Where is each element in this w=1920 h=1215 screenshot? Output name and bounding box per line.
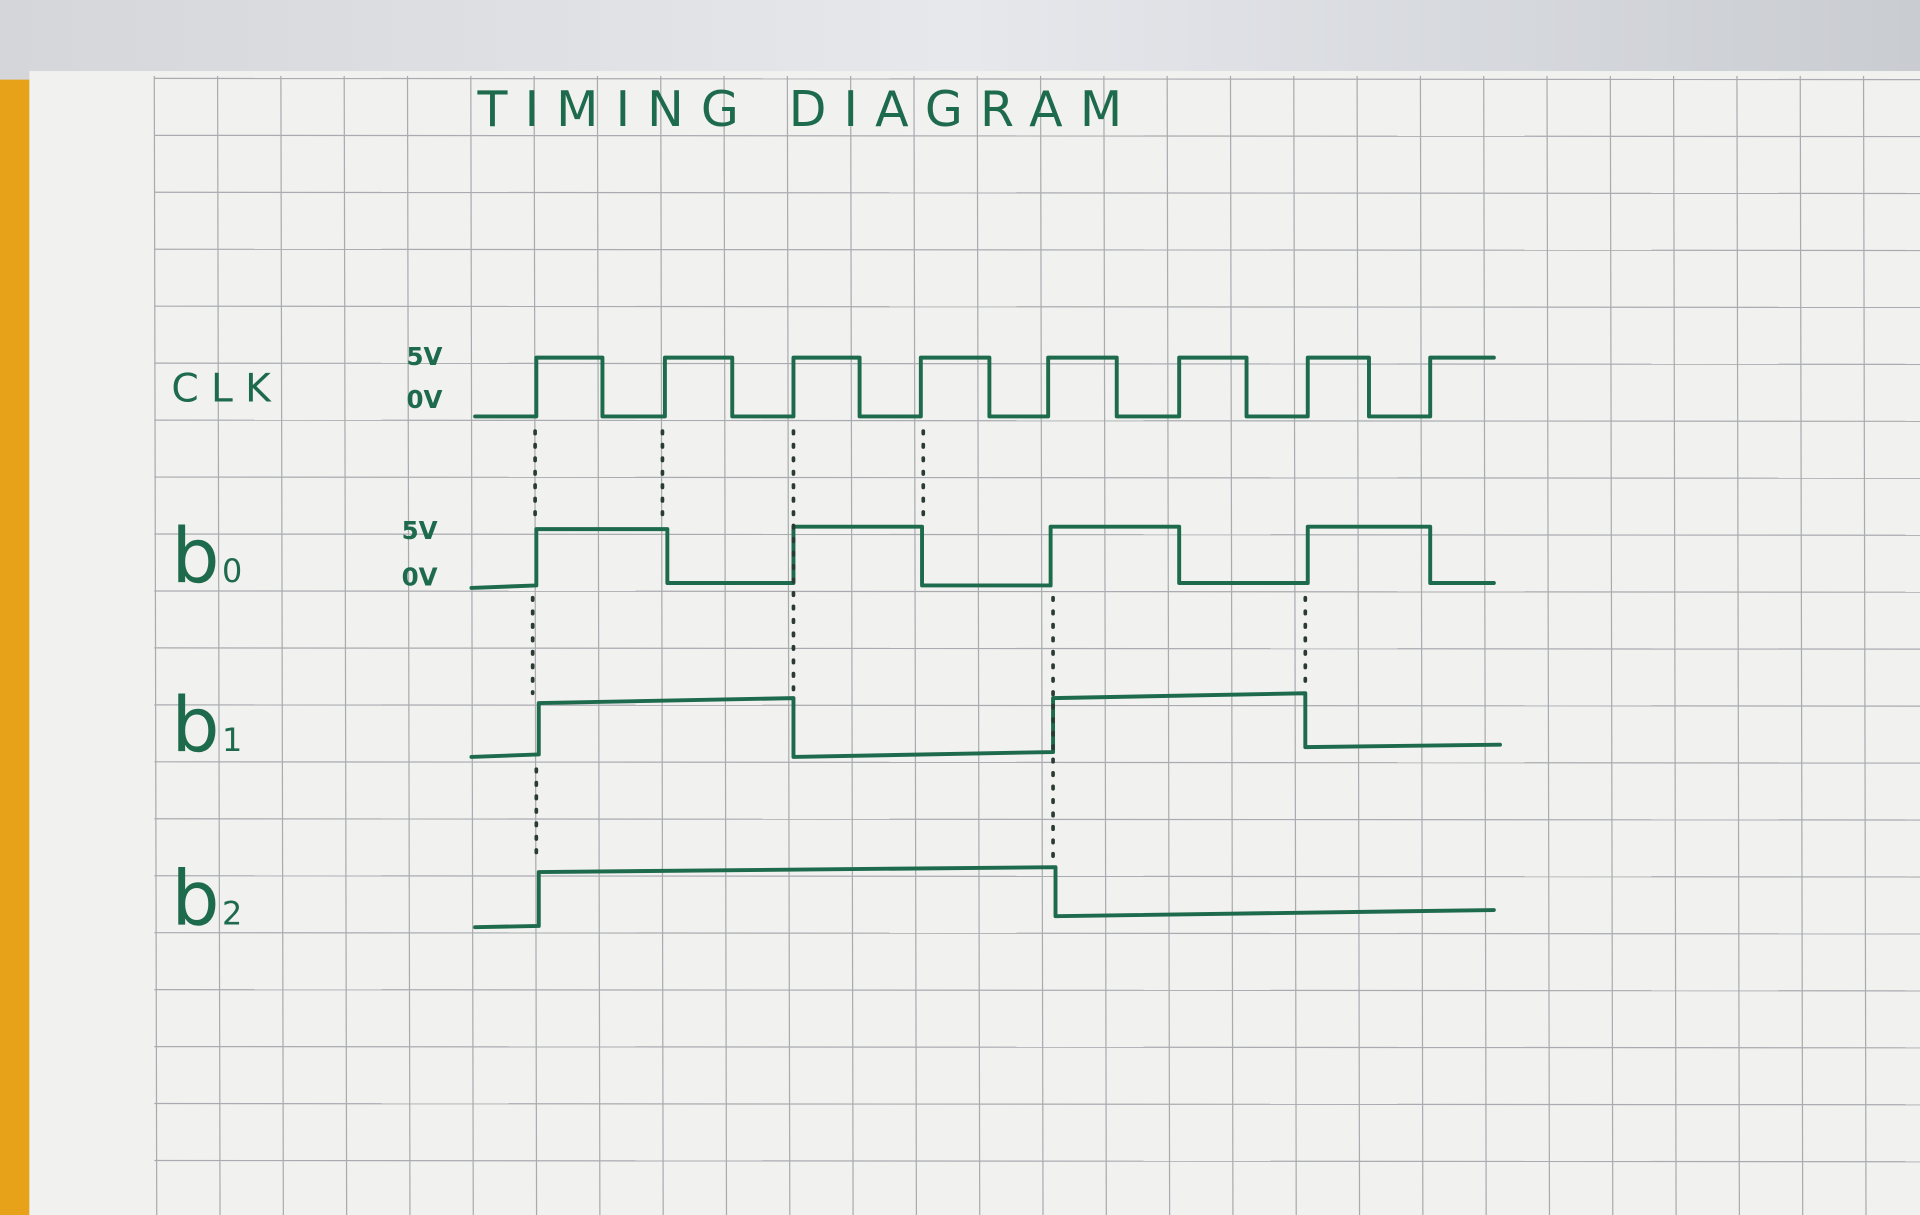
grid-line [596,75,601,1215]
grid-line [154,761,1920,764]
dotted-guides [530,429,1308,865]
signal-name: b [171,681,219,769]
grid-line [1609,75,1614,1215]
b1-waveform [469,691,1502,759]
signal-subscript: 0 [222,552,242,590]
signal-label: CLK [171,367,283,412]
b2-waveform [473,865,1496,930]
grid-line [850,75,854,1215]
grid-line [786,75,791,1215]
signal-label: b1 [171,681,242,769]
grid-line [1039,75,1044,1215]
grid-line [154,1102,1920,1106]
grid-line [1419,75,1424,1215]
grid-line [154,932,1920,935]
grid-line [1483,75,1487,1215]
grid-line [343,75,348,1215]
grid-line [470,75,474,1215]
grid-line [913,75,918,1215]
grid-line [723,75,728,1215]
grid-line [216,75,221,1215]
grid-line [154,419,1920,422]
grid-line [280,75,284,1215]
paper [29,71,1920,1215]
grid-line [154,77,1920,81]
grid-line [154,362,1920,365]
grid-line [154,1159,1920,1163]
level-label: 5V [407,342,443,371]
level-label: 5V [402,516,438,545]
level-label: 0V [407,385,443,414]
grid-line [154,647,1920,650]
level-label: 0V [402,562,438,591]
grid-line [154,191,1920,195]
signal-name: b [171,855,219,943]
grid-line [153,75,158,1215]
grid [153,75,1920,1215]
grid-line [1862,75,1867,1215]
grid-line [1799,75,1804,1215]
grid-line [1229,75,1234,1215]
title: TIMING DIAGRAM [477,81,1140,138]
grid-line [154,248,1920,252]
grid-line [154,476,1920,479]
grid-line [154,989,1920,992]
grid-line [154,875,1920,878]
grid-line [154,590,1920,593]
b0-waveform [469,524,1496,590]
signal-name: b [171,512,219,600]
signal-label: b2 [171,855,242,943]
orange-strip [0,79,30,1215]
grid-line [154,305,1920,309]
clk-waveform [473,355,1496,419]
grid-line [1103,75,1107,1215]
grid-line [1546,75,1551,1215]
signal-subscript: 1 [222,721,242,759]
grid-line [406,75,411,1215]
grid-line [1736,75,1740,1215]
grid-line [154,533,1920,536]
grid-line [1166,75,1171,1215]
signal-subscript: 2 [222,895,242,933]
grid-line [1356,75,1361,1215]
grid-line [154,134,1920,138]
signal-label: b0 [171,512,242,600]
grid-line [976,75,981,1215]
grid-line [154,704,1920,707]
grid-line [154,818,1920,821]
grid-line [1673,75,1677,1215]
grid-line [533,75,538,1215]
grid-line [1293,75,1297,1215]
grid-line [154,1045,1920,1049]
grid-line [660,75,664,1215]
